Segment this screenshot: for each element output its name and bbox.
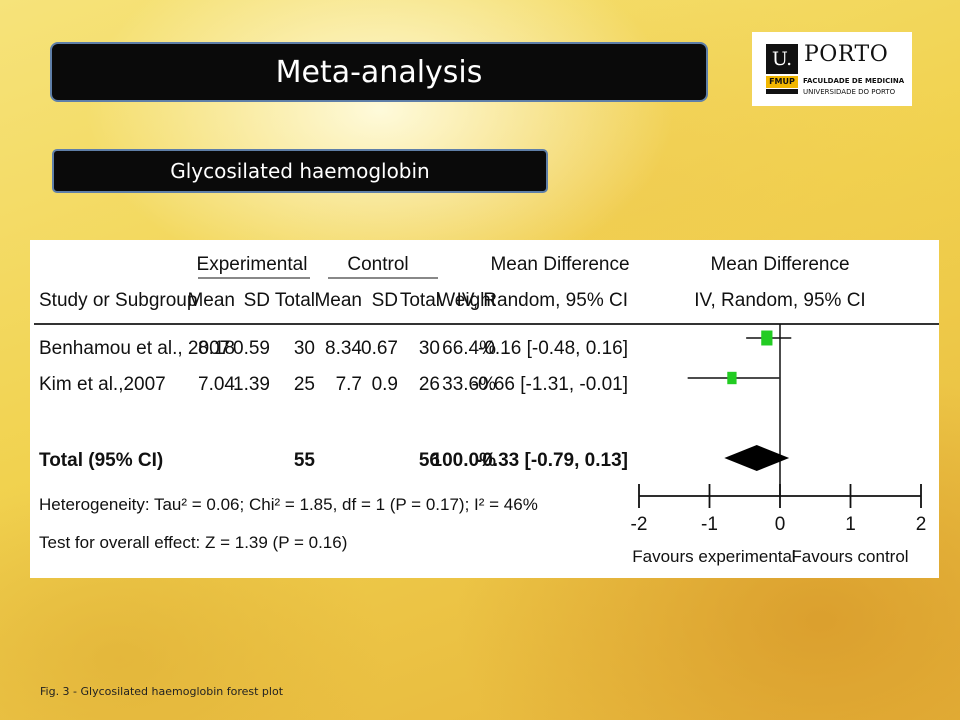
- study-exp-sd: 0.59: [233, 338, 270, 359]
- slide-title: Meta-analysis: [50, 42, 708, 102]
- total-exp-total: 55: [294, 450, 316, 471]
- logo-porto-text: PORTO: [804, 42, 889, 67]
- overall-effect-text: Test for overall effect: Z = 1.39 (P = 0…: [39, 533, 347, 552]
- col-ctl-total: Total: [400, 290, 440, 311]
- figure-caption: Fig. 3 - Glycosilated haemoglobin forest…: [40, 685, 284, 698]
- study-ctl-mean: 8.34: [325, 338, 362, 359]
- uporto-logo: U. PORTO FMUP FACULDADE DE MEDICINA UNIV…: [752, 32, 912, 106]
- study-exp-total: 30: [294, 338, 315, 359]
- logo-university-text: UNIVERSIDADE DO PORTO: [803, 88, 896, 96]
- logo-u-mark: U.: [766, 44, 798, 74]
- total-ci: -0.33 [-0.79, 0.13]: [476, 450, 628, 471]
- study-ctl-mean: 7.7: [336, 374, 362, 395]
- forest-plot-area: -2 -1 0 1 2: [631, 324, 927, 535]
- x-axis-tick-label: 0: [775, 514, 786, 535]
- favours-experimental-label: Favours experimental: [632, 547, 795, 566]
- study-exp-mean: 7.04: [198, 374, 235, 395]
- total-weight: 100.0%: [432, 450, 497, 471]
- study-ci: -0.66 [-1.31, -0.01]: [472, 374, 628, 395]
- col-weight: Weight: [437, 290, 497, 311]
- study-row-1: Benhamou et al., 2007 8.18 0.59 30 8.34 …: [39, 338, 628, 359]
- heterogeneity-text: Heterogeneity: Tau² = 0.06; Chi² = 1.85,…: [39, 495, 538, 514]
- study-weight: 33.6%: [442, 374, 496, 395]
- header-experimental: Experimental: [197, 254, 308, 275]
- study-effect-square: [761, 330, 773, 346]
- logo-faculty-text: FACULDADE DE MEDICINA: [803, 77, 905, 85]
- study-ctl-sd: 0.67: [361, 338, 398, 359]
- study-row-2: Kim et al.,2007 7.04 1.39 25 7.7 0.9 26 …: [39, 374, 628, 395]
- total-name: Total (95% CI): [39, 450, 163, 471]
- x-axis-tick-label: -1: [701, 514, 718, 535]
- x-axis-tick-label: 1: [845, 514, 856, 535]
- study-exp-mean: 8.18: [198, 338, 235, 359]
- header-mean-difference-ci: Mean Difference: [490, 254, 629, 275]
- forest-plot-panel: Experimental Control Mean Difference Mea…: [30, 240, 939, 578]
- header-control: Control: [347, 254, 408, 275]
- col-exp-sd: SD: [244, 290, 270, 311]
- study-ctl-total: 30: [419, 338, 440, 359]
- favours-control-label: Favours control: [791, 547, 908, 566]
- col-ci: IV, Random, 95% CI: [457, 290, 628, 311]
- x-axis-tick-label: 2: [916, 514, 927, 535]
- study-ci: -0.16 [-0.48, 0.16]: [478, 338, 628, 359]
- study-exp-sd: 1.39: [233, 374, 270, 395]
- col-exp-mean: Mean: [187, 290, 235, 311]
- col-ctl-mean: Mean: [314, 290, 362, 311]
- col-study: Study or Subgroup: [39, 290, 197, 311]
- study-ctl-sd: 0.9: [372, 374, 398, 395]
- logo-fmup-text: FMUP: [766, 76, 798, 88]
- col-plot-ci: IV, Random, 95% CI: [694, 290, 865, 311]
- study-exp-total: 25: [294, 374, 315, 395]
- forest-plot: Experimental Control Mean Difference Mea…: [34, 254, 939, 566]
- x-axis-tick-label: -2: [631, 514, 648, 535]
- study-name: Kim et al.,2007: [39, 374, 166, 395]
- total-row: Total (95% CI) 55 56 100.0% -0.33 [-0.79…: [39, 450, 628, 471]
- total-ctl-total: 56: [419, 450, 440, 471]
- slide-subtitle: Glycosilated haemoglobin: [52, 149, 548, 193]
- study-ctl-total: 26: [419, 374, 440, 395]
- study-weight: 66.4%: [442, 338, 496, 359]
- pooled-effect-diamond: [724, 445, 790, 471]
- col-exp-total: Total: [275, 290, 315, 311]
- col-ctl-sd: SD: [372, 290, 398, 311]
- study-effect-square: [727, 371, 737, 385]
- study-name: Benhamou et al., 2007: [39, 338, 230, 359]
- header-mean-difference-plot: Mean Difference: [710, 254, 849, 275]
- logo-fmup-bar: [766, 89, 798, 94]
